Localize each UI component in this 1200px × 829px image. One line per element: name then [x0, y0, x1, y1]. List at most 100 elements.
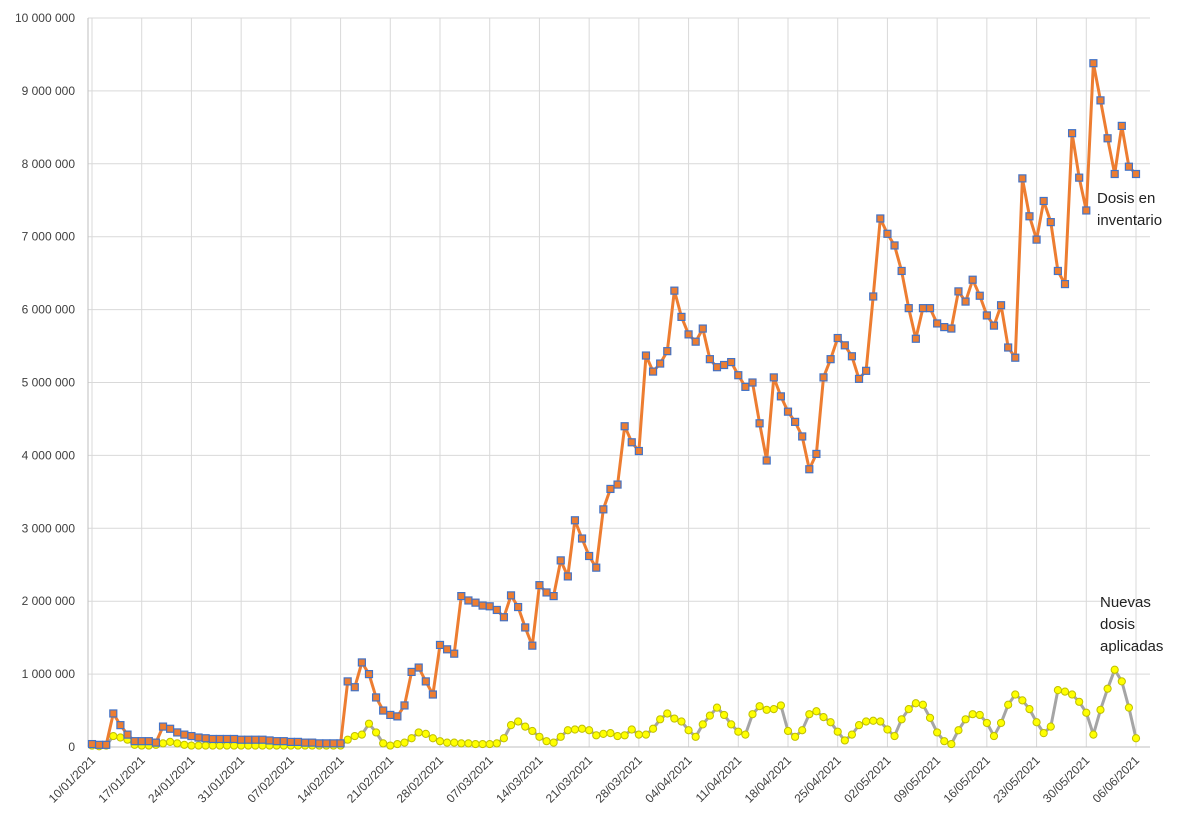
- marker: [570, 725, 580, 734]
- x-tick-label: 28/02/2021: [394, 753, 447, 806]
- marker: [1060, 279, 1070, 289]
- marker: [769, 373, 778, 382]
- marker: [109, 731, 118, 741]
- marker: [492, 739, 501, 748]
- marker: [819, 373, 828, 382]
- x-tick-label: 07/02/2021: [245, 753, 298, 806]
- marker: [1082, 708, 1091, 717]
- marker: [1096, 96, 1105, 105]
- marker: [343, 735, 352, 744]
- x-tick-label: 09/05/2021: [891, 753, 944, 806]
- marker: [791, 417, 800, 426]
- marker: [393, 712, 402, 721]
- marker: [279, 737, 288, 746]
- annotation: inventario: [1097, 212, 1162, 229]
- marker: [1025, 704, 1034, 714]
- y-tick-label: 3 000 000: [22, 521, 76, 535]
- marker: [229, 734, 239, 744]
- marker: [1032, 235, 1041, 244]
- marker: [1089, 730, 1098, 739]
- marker: [1018, 696, 1027, 705]
- marker: [386, 741, 395, 750]
- marker: [244, 735, 253, 744]
- marker: [585, 726, 594, 735]
- marker: [1039, 729, 1048, 738]
- y-tick-label: 9 000 000: [22, 84, 76, 98]
- y-tick-label: 2 000 000: [22, 594, 76, 608]
- marker: [485, 739, 494, 749]
- marker: [712, 703, 722, 712]
- marker: [1110, 665, 1119, 674]
- x-tick-label: 14/02/2021: [294, 753, 347, 806]
- marker: [1046, 722, 1055, 731]
- marker: [1032, 718, 1041, 727]
- marker: [606, 729, 615, 738]
- marker: [180, 740, 189, 749]
- marker: [847, 730, 857, 739]
- y-tick-label: 8 000 000: [22, 157, 76, 171]
- marker: [535, 732, 544, 741]
- marker: [1103, 134, 1112, 143]
- marker: [741, 730, 750, 739]
- marker: [890, 241, 899, 250]
- y-tick-label: 10 000 000: [15, 11, 75, 25]
- marker: [492, 605, 501, 615]
- marker: [592, 563, 601, 572]
- marker: [371, 728, 381, 737]
- marker: [528, 641, 537, 650]
- marker: [947, 324, 956, 333]
- marker: [471, 598, 480, 607]
- marker: [989, 321, 999, 330]
- marker: [677, 312, 686, 321]
- marker: [925, 304, 935, 313]
- marker: [755, 419, 764, 428]
- marker: [109, 709, 118, 718]
- marker: [166, 724, 175, 733]
- marker: [386, 710, 395, 720]
- marker: [982, 718, 991, 728]
- marker: [1025, 212, 1034, 221]
- marker: [421, 729, 430, 738]
- marker: [883, 725, 892, 734]
- marker: [166, 737, 175, 746]
- marker: [705, 355, 714, 364]
- marker: [734, 727, 743, 736]
- marker: [350, 731, 359, 741]
- marker: [414, 663, 423, 672]
- x-tick-label: 02/05/2021: [841, 753, 894, 806]
- marker: [350, 683, 359, 692]
- y-tick-label: 5 000 000: [22, 376, 76, 390]
- marker: [1124, 703, 1133, 712]
- marker: [329, 739, 338, 748]
- marker: [237, 735, 246, 744]
- marker: [727, 720, 736, 729]
- marker: [315, 739, 324, 748]
- marker: [364, 669, 374, 679]
- marker: [847, 352, 857, 361]
- marker: [485, 602, 494, 611]
- marker: [577, 724, 587, 733]
- marker: [1075, 697, 1084, 706]
- marker: [755, 702, 764, 711]
- marker: [613, 731, 622, 741]
- marker: [712, 363, 722, 372]
- marker: [1110, 169, 1119, 179]
- marker: [933, 319, 942, 328]
- marker: [1011, 690, 1020, 699]
- series-line: [91, 61, 1138, 747]
- marker: [443, 738, 452, 747]
- x-tick-label: 17/01/2021: [95, 753, 148, 806]
- marker: [748, 378, 757, 387]
- marker: [762, 705, 771, 714]
- marker: [87, 739, 97, 749]
- marker: [776, 701, 785, 710]
- marker: [783, 407, 793, 416]
- marker: [173, 728, 182, 737]
- marker: [308, 738, 317, 747]
- marker: [840, 341, 849, 350]
- marker: [421, 677, 430, 686]
- marker: [1117, 121, 1126, 130]
- marker: [925, 713, 935, 722]
- marker: [336, 739, 345, 748]
- x-tick-label: 28/03/2021: [593, 753, 646, 806]
